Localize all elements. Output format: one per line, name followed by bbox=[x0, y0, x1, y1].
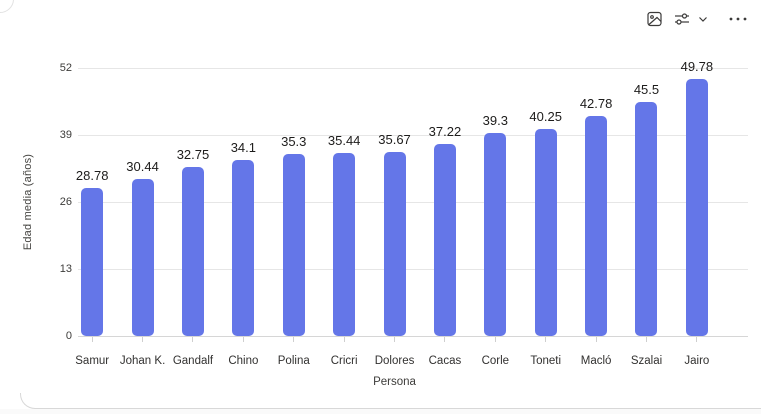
x-axis-label: Gandalf bbox=[172, 355, 214, 367]
x-tickmark bbox=[319, 337, 369, 342]
x-tickmark bbox=[470, 337, 520, 342]
gridline bbox=[78, 68, 748, 69]
x-tickmark bbox=[269, 337, 319, 342]
bar-value-label: 39.3 bbox=[482, 113, 508, 129]
x-axis-labels: Samur Johan K. Gandalf Chino Polina Cricri Dol… bbox=[67, 355, 722, 367]
x-axis-label: Dolores bbox=[374, 355, 415, 367]
x-axis-label: Macló bbox=[580, 355, 612, 367]
bar-slot: 49.78 bbox=[672, 59, 722, 336]
bars-area: 28.78 30.44 32.75 34.1 35.3 35.44 35.67 37.22 39… bbox=[67, 59, 722, 336]
x-axis-label: Samur bbox=[75, 355, 110, 367]
bar-Johan K.[interactable] bbox=[131, 179, 154, 336]
bar-Szalai[interactable] bbox=[635, 101, 658, 336]
y-tick-label: 0 bbox=[65, 330, 72, 342]
bar-slot: 42.78 bbox=[571, 68, 621, 336]
bar-slot: 32.75 bbox=[168, 68, 218, 336]
x-tickmark bbox=[168, 337, 218, 342]
x-tickmark bbox=[571, 337, 621, 342]
bar-slot: 40.25 bbox=[521, 68, 571, 336]
x-axis-label: Cricri bbox=[330, 355, 358, 367]
bar-value-label: 49.78 bbox=[680, 59, 714, 75]
y-tick-label: 52 bbox=[59, 62, 72, 74]
x-tickmark bbox=[369, 337, 419, 342]
bar-Chino[interactable] bbox=[232, 160, 255, 336]
x-tickmark bbox=[117, 337, 167, 342]
x-axis-label: Toneti bbox=[530, 355, 562, 367]
more-options-icon[interactable] bbox=[728, 9, 748, 29]
bar-Dolores[interactable] bbox=[383, 152, 406, 336]
bar-Polina[interactable] bbox=[282, 154, 305, 336]
x-axis-label: Jairo bbox=[684, 355, 710, 367]
bar-slot: 35.67 bbox=[369, 68, 419, 336]
bar-value-label: 30.44 bbox=[126, 159, 159, 175]
bar-slot: 30.44 bbox=[117, 68, 167, 336]
bar-Samur[interactable] bbox=[81, 187, 104, 336]
bar-slot: 35.3 bbox=[269, 68, 319, 336]
bar-value-label: 35.67 bbox=[378, 132, 411, 148]
filters-icon[interactable] bbox=[672, 9, 692, 29]
x-axis-label: Johan K. bbox=[119, 355, 166, 367]
bar-value-label: 37.22 bbox=[428, 124, 462, 140]
x-axis-label: Polina bbox=[277, 355, 310, 367]
y-tick-label: 26 bbox=[59, 196, 72, 208]
x-axis-title: Persona bbox=[373, 376, 416, 388]
y-tick-label: 39 bbox=[59, 129, 72, 141]
image-icon[interactable] bbox=[645, 9, 665, 29]
bar-Gandalf[interactable] bbox=[181, 167, 204, 336]
gridline bbox=[78, 135, 748, 136]
chevron-down-icon[interactable] bbox=[693, 9, 713, 29]
x-tickmark bbox=[672, 337, 722, 342]
x-tickmark bbox=[420, 337, 470, 342]
x-tickmark bbox=[67, 337, 117, 342]
bar-value-label: 28.78 bbox=[75, 167, 109, 183]
x-axis-label: Chino bbox=[228, 355, 259, 367]
gridline bbox=[78, 336, 748, 337]
bar-value-label: 45.5 bbox=[633, 81, 660, 97]
page-background bbox=[0, 409, 761, 414]
bar-value-label: 40.25 bbox=[529, 108, 562, 124]
bar-slot: 37.22 bbox=[420, 68, 470, 336]
y-tick-label: 13 bbox=[59, 263, 72, 275]
bar-Cacas[interactable] bbox=[433, 144, 456, 336]
bar-value-label: 35.44 bbox=[327, 133, 361, 149]
bar-slot: 39.3 bbox=[470, 68, 520, 336]
x-axis-label: Cacas bbox=[428, 355, 462, 367]
gridline bbox=[78, 269, 748, 270]
x-tickmark bbox=[521, 337, 571, 342]
bar-value-label: 34.1 bbox=[230, 140, 257, 156]
bar-value-label: 32.75 bbox=[176, 147, 210, 163]
bar-slot: 35.44 bbox=[319, 68, 369, 336]
x-axis-label: Szalai bbox=[630, 355, 663, 367]
bar-Jairo[interactable] bbox=[685, 79, 708, 336]
x-tickmark bbox=[621, 337, 671, 342]
gridline bbox=[78, 202, 748, 203]
bar-Toneti[interactable] bbox=[534, 128, 557, 336]
x-axis-label: Corle bbox=[481, 355, 510, 367]
bar-slot: 28.78 bbox=[67, 68, 117, 336]
bar-Macló[interactable] bbox=[585, 115, 608, 336]
bar-slot: 45.5 bbox=[621, 68, 671, 336]
x-tickmark bbox=[218, 337, 268, 342]
bar-value-label: 35.3 bbox=[281, 134, 307, 150]
bar-Corle[interactable] bbox=[484, 133, 507, 336]
bar-value-label: 42.78 bbox=[579, 95, 613, 111]
bar-slot: 34.1 bbox=[218, 68, 268, 336]
x-axis-tickmarks bbox=[67, 337, 722, 342]
visual-header bbox=[645, 9, 748, 29]
bar-Cricri[interactable] bbox=[333, 153, 356, 336]
card-bottom-border bbox=[20, 393, 761, 409]
